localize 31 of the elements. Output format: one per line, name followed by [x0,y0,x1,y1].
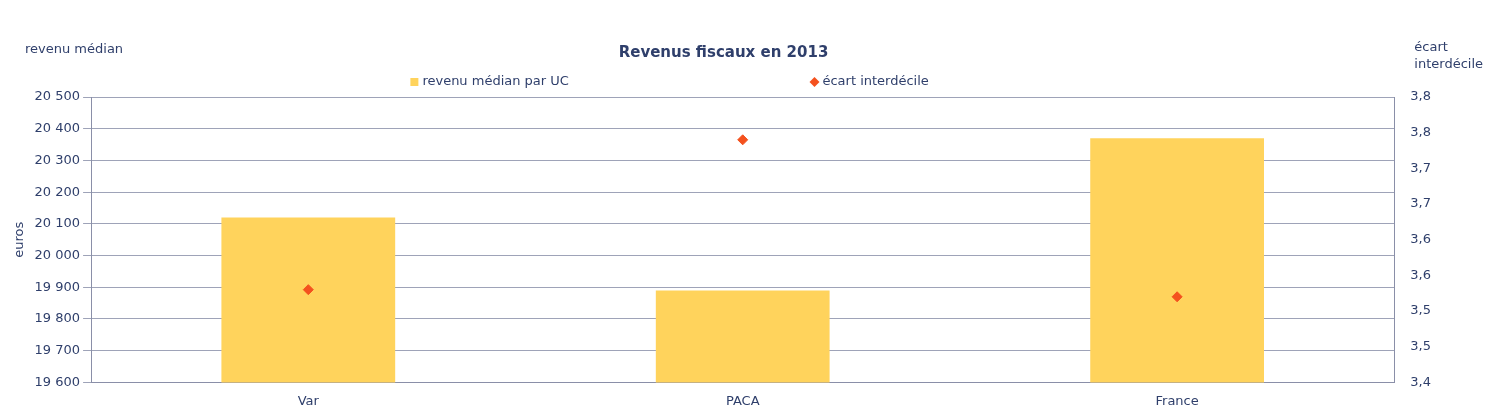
y-tick-label: 20 200 [34,183,81,199]
y2-tick-label: 3,4 [1410,373,1432,389]
y-tick-label: 19 700 [34,342,81,358]
y2-tick-label: 3,6 [1410,266,1432,282]
x-tick-label: Var [297,392,320,408]
x-tick-label: France [1155,392,1199,408]
legend-label: revenu médian par UC [422,73,569,89]
y-tick-label: 19 600 [34,373,81,389]
point [737,134,749,146]
y-tick-label: 20 000 [34,246,81,262]
y2-tick-label: 3,6 [1410,231,1432,247]
y-tick-label: 20 300 [34,151,81,167]
y-tick-label: 19 900 [34,278,81,294]
y-axis-title: euros [11,221,27,258]
y2-tick-label: 3,7 [1410,159,1432,175]
y2-tick-label: 3,8 [1410,124,1432,140]
chart-title: Revenus fiscaux en 2013 [618,42,829,61]
y2-axis-title: écart interdécile [1414,39,1484,72]
point [1171,291,1183,303]
y2-tick-label: 3,8 [1410,88,1432,104]
y-tick-label: 19 800 [34,310,81,326]
y-tick-label: 20 500 [34,88,81,104]
point [302,284,314,296]
y2-tick-label: 3,5 [1410,302,1432,318]
x-tick-label: PACA [725,392,760,408]
y2-tick-label: 3,5 [1410,338,1432,354]
y2-tick-label: 3,7 [1410,195,1432,211]
text: revenu médian [25,41,124,57]
y-tick-label: 20 100 [34,215,81,231]
legend-label: écart interdécile [822,73,929,89]
y-tick-label: 20 400 [34,120,81,136]
